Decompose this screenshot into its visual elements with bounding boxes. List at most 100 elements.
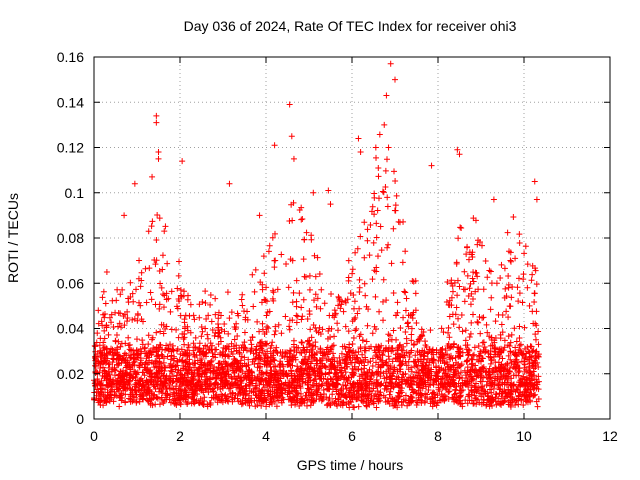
data-point <box>277 360 284 367</box>
data-point <box>527 353 534 360</box>
data-point <box>119 372 126 379</box>
data-point <box>108 311 115 318</box>
data-point <box>456 352 463 359</box>
data-point <box>464 357 471 364</box>
data-point <box>278 397 285 404</box>
data-point <box>99 294 106 301</box>
data-point <box>521 324 528 331</box>
data-point <box>177 393 184 400</box>
data-point <box>293 319 300 326</box>
data-point <box>438 397 445 404</box>
data-point <box>122 398 129 405</box>
data-point <box>308 232 315 239</box>
data-point <box>108 319 115 326</box>
data-point <box>476 399 483 406</box>
data-point <box>198 386 205 393</box>
data-point <box>135 299 142 306</box>
data-point <box>278 251 285 258</box>
data-point <box>177 287 184 294</box>
data-point <box>293 367 300 374</box>
data-point <box>226 315 233 322</box>
data-point <box>109 352 116 359</box>
data-point <box>501 344 508 351</box>
data-point <box>256 354 263 361</box>
data-point <box>138 269 145 276</box>
data-point <box>427 396 434 403</box>
data-point <box>408 368 415 375</box>
data-point <box>328 346 335 353</box>
data-point <box>463 244 470 251</box>
data-point <box>375 195 382 202</box>
data-point <box>261 331 268 338</box>
data-point <box>290 289 297 296</box>
data-point <box>223 361 230 368</box>
data-point <box>516 239 523 246</box>
data-point <box>119 286 126 293</box>
data-point <box>368 394 375 401</box>
data-point <box>184 296 191 303</box>
data-point <box>515 393 522 400</box>
data-point <box>526 302 533 309</box>
data-point <box>267 396 274 403</box>
data-point <box>208 357 215 364</box>
data-point <box>498 261 505 268</box>
data-point <box>289 217 296 224</box>
data-point <box>316 270 323 277</box>
data-point <box>196 314 203 321</box>
data-point <box>429 347 436 354</box>
data-point <box>293 277 300 284</box>
data-point <box>394 392 401 399</box>
data-point <box>382 382 389 389</box>
data-point <box>277 349 284 356</box>
data-point <box>104 350 111 357</box>
data-point <box>524 284 531 291</box>
data-point <box>271 264 278 271</box>
data-point <box>311 367 318 374</box>
data-point <box>215 321 222 328</box>
data-point <box>298 216 305 223</box>
data-point <box>486 386 493 393</box>
data-point <box>497 275 504 282</box>
data-point <box>280 368 287 375</box>
data-point <box>282 313 289 320</box>
data-point <box>332 364 339 371</box>
data-point <box>156 215 163 222</box>
data-point <box>222 370 229 377</box>
data-point <box>504 229 511 236</box>
data-point <box>298 304 305 311</box>
data-point <box>506 343 513 350</box>
data-point <box>96 342 103 349</box>
data-point <box>324 376 331 383</box>
data-point <box>335 294 342 301</box>
data-point <box>243 390 250 397</box>
data-point <box>379 188 386 195</box>
data-point <box>518 350 525 357</box>
data-point <box>229 398 236 405</box>
data-point <box>209 350 216 357</box>
y-tick-label: 0.08 <box>57 230 84 246</box>
data-point <box>408 381 415 388</box>
data-point <box>210 367 217 374</box>
data-point <box>417 390 424 397</box>
data-point <box>370 239 377 246</box>
data-point <box>433 372 440 379</box>
data-point <box>276 362 283 369</box>
data-point <box>414 356 421 363</box>
data-point <box>372 391 379 398</box>
data-point <box>290 155 297 162</box>
data-point <box>373 264 380 271</box>
data-point <box>471 344 478 351</box>
data-point <box>105 361 112 368</box>
data-point <box>355 135 362 142</box>
data-point <box>214 399 221 406</box>
data-point <box>307 326 314 333</box>
data-point <box>301 236 308 243</box>
data-point <box>249 380 256 387</box>
data-point <box>346 394 353 401</box>
data-point <box>163 342 170 349</box>
data-point <box>439 357 446 364</box>
data-point <box>467 280 474 287</box>
data-point <box>530 320 537 327</box>
data-point <box>130 359 137 366</box>
data-point <box>530 347 537 354</box>
